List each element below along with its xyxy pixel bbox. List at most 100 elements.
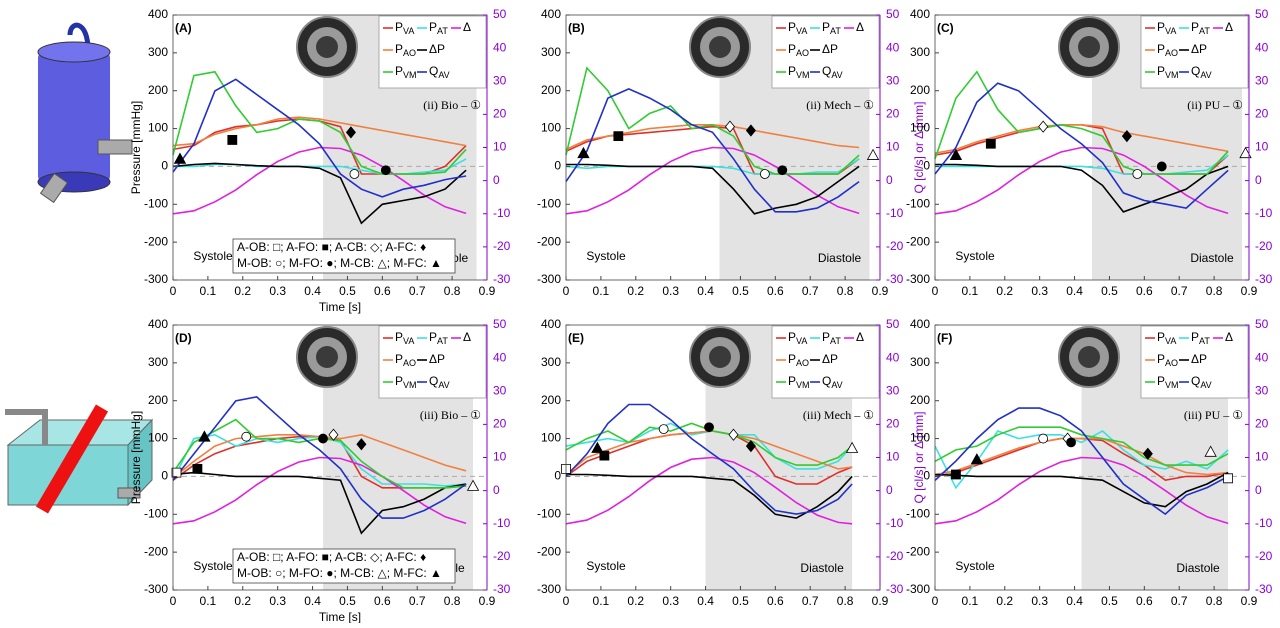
x-tick-label: 0.9 xyxy=(1241,594,1258,608)
x-tick-label: 0.4 xyxy=(1066,284,1083,298)
panel-label: (A) xyxy=(175,21,192,35)
series-line xyxy=(935,163,1229,213)
y-tick-label: 300 xyxy=(541,45,561,59)
marker xyxy=(1239,146,1252,159)
legend-label: PAT xyxy=(822,20,841,36)
y-tick-label: 100 xyxy=(148,121,168,135)
legend-label: Δ xyxy=(856,20,864,34)
marker xyxy=(380,165,391,176)
y-tick-label: 200 xyxy=(148,393,168,407)
panel: 0 0.1 0.2 0.3 0.4 0.5 0.6 0.7 0.8 0.9-300-200-100… xyxy=(129,7,510,314)
subtitle: (ii) Bio – ① xyxy=(423,98,481,112)
marker xyxy=(704,422,714,433)
y2-tick-label: 50 xyxy=(1255,317,1269,331)
marker xyxy=(356,438,367,451)
x-tick-label: 0.6 xyxy=(1136,284,1153,298)
panel: 0 0.1 0.2 0.3 0.4 0.5 0.6 0.7 0.8 0.9-300-200-100… xyxy=(537,7,926,298)
marker-legend-text: M-OB: ○; M-FO: ●; M-CB: △; M-FC: ▲ xyxy=(237,256,442,270)
y2-tick-label: -20 xyxy=(493,239,511,253)
x-tick-label: 0.1 xyxy=(962,284,979,298)
y2-tick-label: 40 xyxy=(1255,40,1269,54)
y-tick-label: 400 xyxy=(541,7,561,21)
y-tick-label: -300 xyxy=(144,272,168,286)
x-tick-label: 0.3 xyxy=(269,594,286,608)
x-tick-label: 0.1 xyxy=(593,284,610,298)
y2-tick-label: -30 xyxy=(886,582,904,596)
y-tick-label: 200 xyxy=(541,83,561,97)
diastole-label: Diastole xyxy=(1176,561,1220,575)
marker xyxy=(658,424,669,435)
legend-label: PAO xyxy=(1157,352,1178,368)
subtitle: (ii) Mech – ① xyxy=(806,98,874,112)
y2-tick-label: 10 xyxy=(886,140,900,154)
marker xyxy=(866,148,880,160)
diastole-label: Diastole xyxy=(1190,251,1234,265)
legend-label: PVM xyxy=(1157,374,1179,390)
x-tick-label: 0.2 xyxy=(627,594,644,608)
legend-box xyxy=(1140,325,1249,399)
y-tick-label: 400 xyxy=(148,7,168,21)
valve-photo-core xyxy=(709,346,731,368)
legend-label: PVM xyxy=(1157,64,1179,80)
y-tick-label: -300 xyxy=(906,582,930,596)
subtitle: (iii) Mech – ① xyxy=(803,408,874,422)
systole-label: Systole xyxy=(955,559,995,573)
legend-label: PAT xyxy=(429,330,448,346)
x-tick-label: 0.4 xyxy=(304,594,321,608)
legend-label: ΔP xyxy=(822,352,838,366)
series-line xyxy=(934,471,1229,508)
series-line xyxy=(934,430,1229,490)
x-tick-label: 0.7 xyxy=(802,594,819,608)
marker xyxy=(171,467,182,478)
y2-tick-label: -30 xyxy=(886,272,904,286)
legend-label: QAV xyxy=(1191,64,1212,80)
y2-tick-label: -10 xyxy=(1255,206,1273,220)
marker xyxy=(845,441,859,453)
series-line xyxy=(934,124,1229,154)
series-line xyxy=(934,146,1229,215)
marker xyxy=(1204,445,1217,457)
legend-label: ΔP xyxy=(822,42,838,56)
systole-label: Systole xyxy=(586,249,626,263)
y2-tick-label: 40 xyxy=(886,350,900,364)
x-tick-label: 0.8 xyxy=(837,594,854,608)
y-tick-label: -100 xyxy=(906,506,930,520)
panel: 0 0.1 0.2 0.3 0.4 0.5 0.6 0.7 0.8 0.9-300-200-100… xyxy=(129,317,510,624)
x-tick-label: 0 xyxy=(563,594,570,608)
y-tick-label: 300 xyxy=(148,355,168,369)
x-tick-label: 0.6 xyxy=(767,594,784,608)
legend-label: PVA xyxy=(788,20,807,36)
y-tick-label: -200 xyxy=(906,544,930,558)
legend-label: ΔP xyxy=(429,42,445,56)
marker xyxy=(1121,130,1132,143)
x-tick-label: 0.1 xyxy=(200,594,217,608)
series-line xyxy=(172,70,467,175)
marker xyxy=(349,169,360,179)
y2-tick-label: 0 xyxy=(1255,173,1262,187)
legend-label: PVM xyxy=(395,64,417,80)
y2-tick-label: 10 xyxy=(886,450,900,464)
x-tick-label: 0.4 xyxy=(1066,594,1083,608)
y-tick-label: -100 xyxy=(537,196,561,210)
panel: 0 0.1 0.2 0.3 0.4 0.5 0.6 0.7 0.8 0.9-300-200-100… xyxy=(537,317,926,608)
y-tick-label: 200 xyxy=(148,83,168,97)
x-tick-label: 0.1 xyxy=(962,594,979,608)
x-tick-label: 0.9 xyxy=(479,284,496,298)
x-tick-label: 0 xyxy=(563,284,570,298)
y-axis-label: Pressure [mmHg] xyxy=(129,411,143,504)
y2-tick-label: 0 xyxy=(493,483,500,497)
marker xyxy=(599,450,610,461)
series-line xyxy=(565,146,860,215)
y-tick-label: -300 xyxy=(144,582,168,596)
y2-tick-label: -10 xyxy=(886,206,904,220)
x-tick-label: 0.7 xyxy=(409,284,426,298)
legend-label: PVA xyxy=(395,20,414,36)
y2-tick-label: 40 xyxy=(493,40,507,54)
series-line xyxy=(172,162,467,225)
y-tick-label: 200 xyxy=(541,393,561,407)
marker xyxy=(198,430,211,442)
y-tick-label: 0 xyxy=(554,469,561,483)
legend-box xyxy=(378,15,487,89)
y-tick-label: -100 xyxy=(537,506,561,520)
series-line xyxy=(565,422,853,466)
